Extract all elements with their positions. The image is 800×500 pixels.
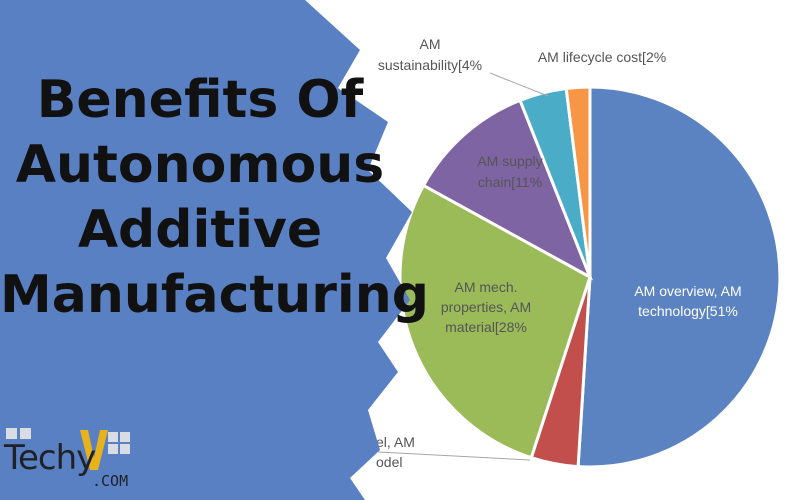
title-line: Autonomous xyxy=(15,135,385,195)
slice-label-line: AM xyxy=(420,36,441,52)
slice-label-line: odel xyxy=(376,454,402,470)
slice-label-line: chain[11% xyxy=(478,174,542,190)
title-line: Manufacturing xyxy=(0,265,429,325)
slice-label-line: properties, AM xyxy=(441,299,531,315)
logo-square xyxy=(108,444,118,454)
logo-square xyxy=(6,428,17,439)
pie-slice xyxy=(398,183,592,460)
pie-slice xyxy=(421,98,593,281)
slice-label-line: technology[51% xyxy=(638,303,738,319)
logo-square xyxy=(120,444,130,454)
slice-label: el, AM odel xyxy=(376,434,415,470)
slice-label: AM supply chain[11% xyxy=(477,153,542,190)
logo-wordmark: Techy xyxy=(4,438,96,478)
slice-label: AM overview, AM technology[51% xyxy=(634,283,741,319)
slice-label-line: material[28% xyxy=(445,319,527,335)
leader-lines xyxy=(377,72,549,461)
slice-label: AM lifecycle cost[2% xyxy=(538,49,666,65)
slice-label-line: el, AM xyxy=(376,434,415,450)
title-banner xyxy=(0,0,412,500)
slice-label: AM mech. properties, AM material[28% xyxy=(441,279,531,335)
pie-slice xyxy=(576,85,782,469)
slice-label-line: AM lifecycle cost[2% xyxy=(538,49,666,65)
logo-square xyxy=(20,428,31,439)
logo-square xyxy=(120,432,130,442)
slice-label-line: sustainability[4% xyxy=(378,57,482,73)
title-line: Benefits Of xyxy=(36,70,364,130)
slice-label-line: AM mech. xyxy=(454,279,517,295)
banner-title: Benefits Of Autonomous Additive Manufact… xyxy=(0,68,429,328)
pie-slice xyxy=(564,85,592,278)
leader-line xyxy=(489,72,549,97)
logo-mark xyxy=(6,428,130,470)
logo-domain-suffix: .COM xyxy=(92,472,129,490)
slice-label-line: AM supply xyxy=(477,153,542,169)
techyv-y-mark-icon xyxy=(80,430,108,470)
slice-label-line: AM overview, AM xyxy=(634,283,741,299)
leader-line xyxy=(377,451,531,461)
logo-square xyxy=(108,432,118,442)
pie-chart xyxy=(398,85,782,469)
slice-label: AM sustainability[4% xyxy=(378,36,482,73)
title-line: Additive xyxy=(77,200,323,260)
pie-labels: AM overview, AM technology[51% el, AM odel A… xyxy=(376,36,742,470)
